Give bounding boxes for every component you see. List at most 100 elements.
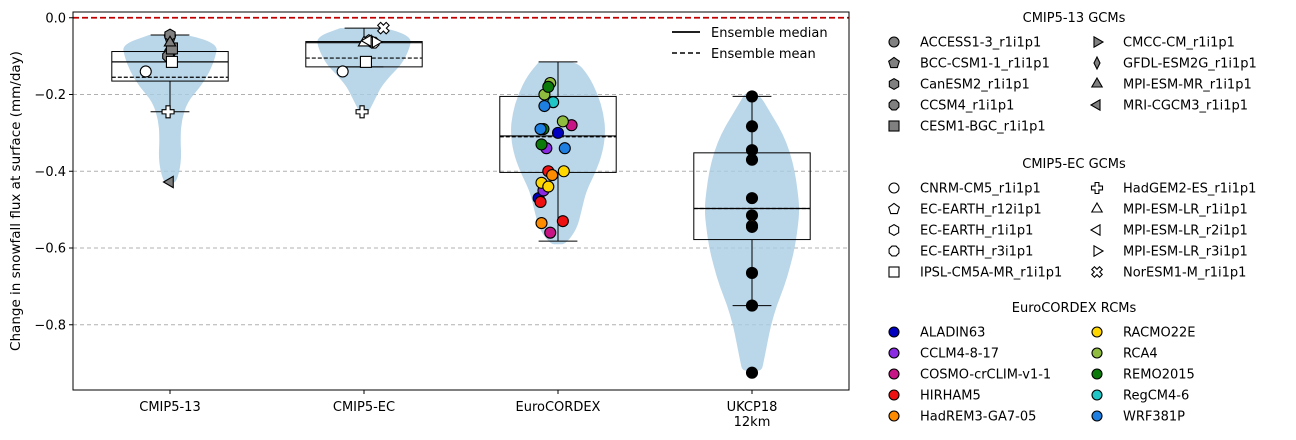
- data-point: [542, 80, 555, 93]
- data-point: [161, 105, 175, 119]
- legend-marker: [1090, 76, 1104, 88]
- legend-item: CanESM2_r1i1p1: [888, 77, 1030, 93]
- legend-marker: [888, 99, 900, 111]
- data-point: [558, 142, 571, 155]
- legend-label: RegCM4-6: [1123, 389, 1189, 404]
- legend-label: RCA4: [1123, 347, 1158, 362]
- data-point: [745, 209, 759, 222]
- legend-item: MRI-CGCM3_r1i1p1: [1089, 98, 1248, 114]
- legend-section-title: CMIP5-EC GCMs: [1022, 157, 1126, 172]
- y-tick-label: −0.4: [34, 165, 66, 180]
- legend-marker: [1090, 181, 1104, 195]
- legend-section: CMIP5-13 GCMs ACCESS1-3_r1i1p1 BCC-CSM1-1_…: [888, 11, 1257, 135]
- legend-marker: [888, 410, 900, 422]
- legend-marker: [888, 223, 900, 237]
- data-point: [745, 153, 759, 166]
- legend-label: CCSM4_r1i1p1: [920, 99, 1014, 114]
- legend-marker: [1091, 347, 1103, 359]
- legend-label: REMO2015: [1123, 368, 1195, 383]
- legend-label: MPI-ESM-MR_r1i1p1: [1123, 78, 1252, 93]
- legend-marker: [1089, 98, 1101, 112]
- data-point: [745, 366, 759, 379]
- legend-marker: [888, 347, 900, 359]
- legend-item: RegCM4-6: [1091, 389, 1189, 404]
- legend-item: MPI-ESM-LR_r2i1p1: [1089, 223, 1248, 239]
- legend-label: CESM1-BGC_r1i1p1: [920, 120, 1046, 135]
- y-tick-label: −0.2: [34, 88, 66, 103]
- legend-marker: [888, 182, 900, 194]
- data-point: [535, 138, 548, 151]
- legend-label: GFDL-ESM2G_r1i1p1: [1123, 57, 1257, 72]
- legend-marker: [888, 245, 900, 257]
- data-point: [355, 105, 369, 119]
- x-tick-label: 12km: [734, 415, 771, 430]
- data-point: [371, 35, 384, 49]
- legend-label: IPSL-CM5A-MR_r1i1p1: [920, 266, 1062, 281]
- legend-label: ACCESS1-3_r1i1p1: [920, 36, 1041, 51]
- x-tick-label: CMIP5-13: [139, 400, 200, 415]
- legend-item: BCC-CSM1-1_r1i1p1: [888, 56, 1050, 72]
- data-point: [360, 34, 372, 48]
- legend-label: ALADIN63: [920, 326, 985, 341]
- legend-section: EuroCORDEX RCMs ALADIN63 CCLM4-8-17 COSMO-c…: [888, 301, 1195, 425]
- legend-item: EC-EARTH_r3i1p1: [888, 245, 1033, 260]
- legend-label: HadREM3-GA7-05: [920, 410, 1036, 425]
- legend-item: WRF381P: [1091, 410, 1185, 425]
- legend-marker: [888, 77, 900, 91]
- legend-marker: [1089, 223, 1101, 237]
- data-point: [534, 123, 547, 136]
- data-point: [544, 226, 557, 239]
- y-axis-label: Change in snowfall flux at surface (mm/d…: [8, 51, 24, 351]
- legend-label: NorESM1-M_r1i1p1: [1123, 266, 1246, 281]
- legend-marker: [1091, 410, 1103, 422]
- group-2: [499, 61, 617, 245]
- model-legend: CMIP5-13 GCMs ACCESS1-3_r1i1p1 BCC-CSM1-1_…: [888, 11, 1257, 425]
- data-point: [538, 99, 551, 113]
- group-3: [693, 90, 811, 379]
- y-tick-label: 0.0: [45, 11, 66, 26]
- data-point: [359, 55, 372, 68]
- group-0: [111, 28, 229, 189]
- legend-label: COSMO-crCLIM-v1-1: [920, 368, 1051, 383]
- legend-label: EC-EARTH_r1i1p1: [920, 224, 1033, 239]
- legend-marker: [1093, 35, 1105, 49]
- legend-marker: [888, 368, 900, 380]
- legend-marker: [888, 202, 900, 215]
- data-point: [165, 55, 178, 68]
- legend-marker: [1090, 265, 1104, 279]
- legend-item: ACCESS1-3_r1i1p1: [888, 36, 1041, 51]
- data-point: [745, 192, 759, 205]
- legend-marker: [888, 56, 900, 69]
- legend-marker: [888, 326, 900, 338]
- data-point: [139, 65, 152, 78]
- legend-section: CMIP5-EC GCMs CNRM-CM5_r1i1p1 EC-EARTH_r12…: [888, 157, 1256, 281]
- legend-marker: [1091, 326, 1103, 338]
- x-tick-label: EuroCORDEX: [516, 400, 601, 415]
- legend-item: ALADIN63: [888, 326, 985, 341]
- legend-item: CCLM4-8-17: [888, 347, 999, 362]
- data-point: [542, 180, 555, 193]
- axes-frame: [72, 11, 850, 391]
- data-point: [745, 266, 759, 280]
- group-1: [305, 21, 423, 119]
- legend-label: HadGEM2-ES_r1i1p1: [1123, 182, 1256, 197]
- legend-label: CanESM2_r1i1p1: [920, 78, 1030, 93]
- legend-marker: [1093, 55, 1101, 71]
- legend-section-title: EuroCORDEX RCMs: [1012, 301, 1137, 316]
- legend-item: CCSM4_r1i1p1: [888, 99, 1014, 114]
- data-point: [556, 215, 569, 228]
- data-point: [376, 21, 390, 35]
- legend-marker: [888, 36, 900, 48]
- legend-item: COSMO-crCLIM-v1-1: [888, 368, 1051, 383]
- legend-item: CNRM-CM5_r1i1p1: [888, 182, 1041, 197]
- legend-item: EC-EARTH_r12i1p1: [888, 202, 1042, 218]
- median-legend-label: Ensemble median: [711, 26, 828, 41]
- legend-item: MPI-ESM-LR_r1i1p1: [1090, 201, 1248, 218]
- data-point: [163, 35, 177, 47]
- legend-item: EC-EARTH_r1i1p1: [888, 223, 1033, 239]
- legend-label: MPI-ESM-LR_r3i1p1: [1123, 245, 1248, 260]
- legend-label: MPI-ESM-LR_r1i1p1: [1123, 203, 1248, 218]
- x-tick-label: CMIP5-EC: [333, 400, 395, 415]
- legend-marker: [1091, 368, 1103, 380]
